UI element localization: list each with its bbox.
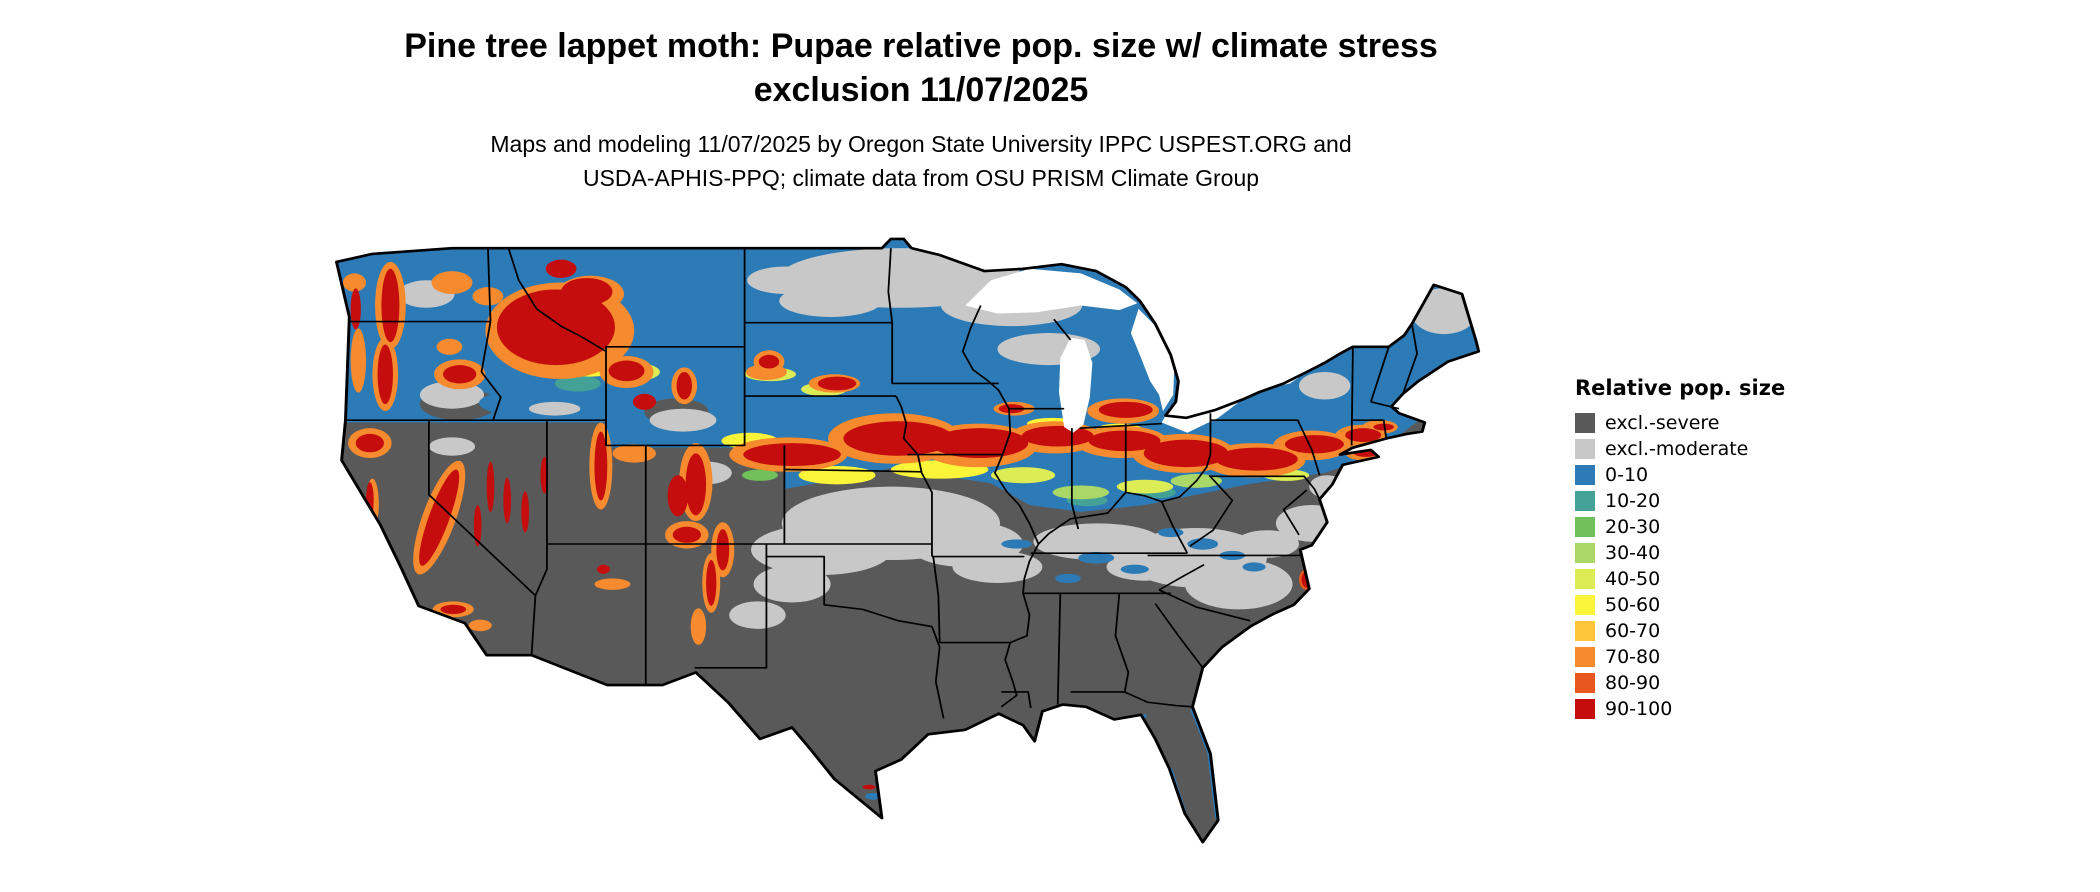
- legend-item: 40-50: [1575, 566, 1815, 592]
- figure-header: Pine tree lappet moth: Pupae relative po…: [0, 24, 1842, 195]
- legend-item-label: 90-100: [1605, 697, 1673, 720]
- legend-item: excl.-severe: [1575, 410, 1815, 436]
- title-line-2: exclusion 11/07/2025: [753, 71, 1089, 110]
- legend-swatch: [1575, 413, 1595, 433]
- legend-item: 80-90: [1575, 670, 1815, 696]
- great-lakes: [965, 268, 1307, 433]
- lake-superior: [965, 268, 1138, 314]
- subtitle-line-2: USDA-APHIS-PPQ; climate data from OSU PR…: [582, 164, 1260, 191]
- legend-item-label: 10-20: [1605, 489, 1661, 512]
- legend-swatch: [1575, 543, 1595, 563]
- legend-item: 90-100: [1575, 696, 1815, 722]
- figure-subtitle: Maps and modeling 11/07/2025 by Oregon S…: [0, 128, 1842, 195]
- legend-item: 30-40: [1575, 540, 1815, 566]
- legend-swatch: [1575, 491, 1595, 511]
- legend-item-label: 60-70: [1605, 619, 1661, 642]
- legend-swatch: [1575, 569, 1595, 589]
- us-map-svg: [335, 237, 1481, 844]
- legend-swatch: [1575, 673, 1595, 693]
- legend-item-label: 0-10: [1605, 463, 1649, 486]
- legend-item: 10-20: [1575, 488, 1815, 514]
- legend-swatch: [1575, 647, 1595, 667]
- legend-item: excl.-moderate: [1575, 436, 1815, 462]
- us-outline: [335, 237, 1481, 844]
- legend-item-label: excl.-moderate: [1605, 437, 1749, 460]
- legend-item-label: 30-40: [1605, 541, 1661, 564]
- legend-item-label: 40-50: [1605, 567, 1661, 590]
- subtitle-line-1: Maps and modeling 11/07/2025 by Oregon S…: [490, 131, 1352, 158]
- legend-item-label: 70-80: [1605, 645, 1661, 668]
- lake-huron: [1130, 308, 1175, 411]
- legend-item: 20-30: [1575, 514, 1815, 540]
- legend-swatch: [1575, 517, 1595, 537]
- legend-item-label: 20-30: [1605, 515, 1661, 538]
- legend-item-label: excl.-severe: [1605, 411, 1720, 434]
- highest-population-red-zones: [350, 259, 1394, 790]
- legend-swatch: [1575, 621, 1595, 641]
- legend-swatch: [1575, 699, 1595, 719]
- legend-item: 0-10: [1575, 462, 1815, 488]
- state-borders: [345, 247, 1418, 719]
- legend-item: 50-60: [1575, 592, 1815, 618]
- legend-item-label: 50-60: [1605, 593, 1661, 616]
- legend-item: 60-70: [1575, 618, 1815, 644]
- legend-title: Relative pop. size: [1575, 376, 1786, 400]
- page-title: Pine tree lappet moth: Pupae relative po…: [0, 24, 1842, 112]
- moderate-exclusion-patches: [398, 248, 1478, 629]
- legend-items: excl.-severe excl.-moderate 0-10 10-20 20-30…: [1575, 410, 1815, 722]
- legend-swatch: [1575, 595, 1595, 615]
- map-legend: Relative pop. size excl.-severe excl.-mod…: [1575, 376, 1815, 722]
- legend-item: 70-80: [1575, 644, 1815, 670]
- us-map: [298, 200, 1530, 888]
- legend-swatch: [1575, 465, 1595, 485]
- legend-swatch: [1575, 439, 1595, 459]
- lake-michigan: [1059, 337, 1093, 433]
- legend-item-label: 80-90: [1605, 671, 1661, 694]
- title-line-1: Pine tree lappet moth: Pupae relative po…: [404, 27, 1438, 65]
